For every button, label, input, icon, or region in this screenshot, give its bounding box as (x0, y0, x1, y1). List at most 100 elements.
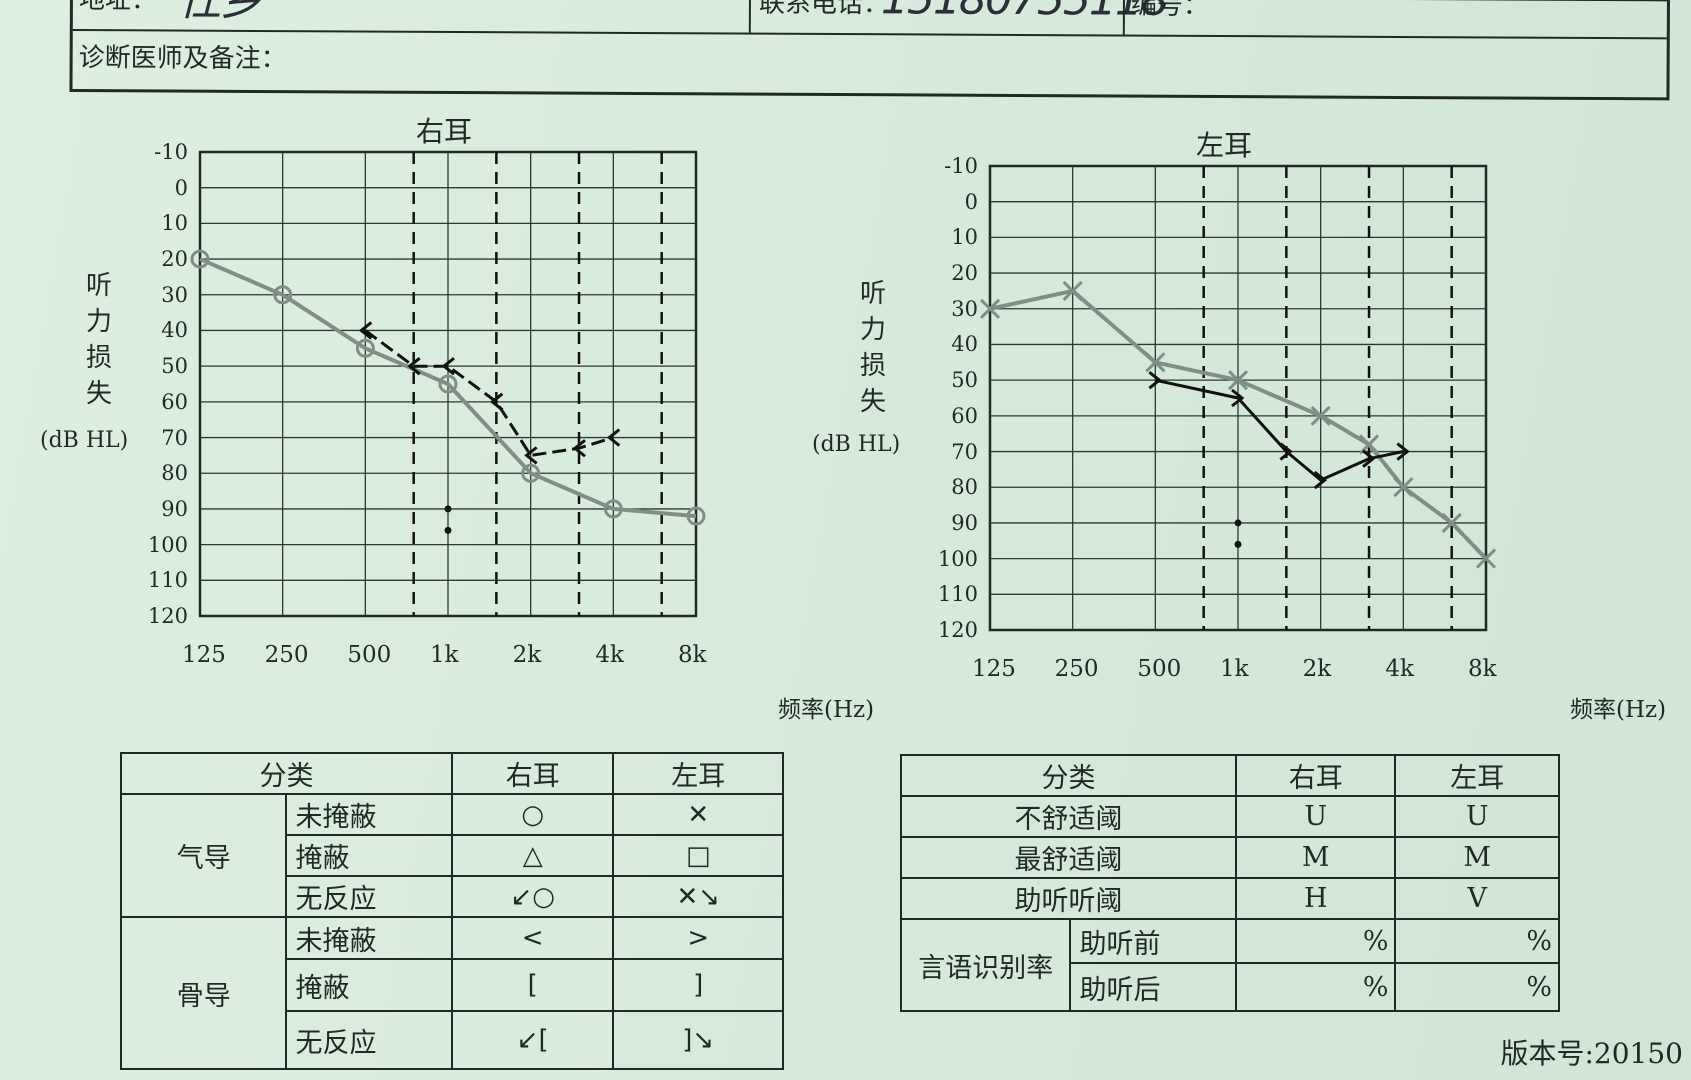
x-axis-label: 频率(Hz) (778, 697, 875, 723)
y-axis-unit: (dB HL) (812, 432, 901, 457)
data-point-bone-right (524, 446, 538, 465)
y-axis-label: 听 力 损 失 (84, 268, 114, 412)
data-point-circle (521, 463, 541, 483)
x-tick-label: 8k (1468, 656, 1497, 682)
data-point-x (1393, 477, 1414, 498)
y-tick-label: 60 (161, 389, 188, 414)
number-label: 编号： (1130, 0, 1210, 21)
y-tick-label: 90 (161, 496, 188, 521)
x-tick-label: 4k (1385, 656, 1414, 682)
y-tick-label: 80 (951, 475, 978, 500)
y-tick-label: -10 (944, 154, 978, 178)
data-point-circle (190, 249, 210, 269)
x-tick-label: 2k (1302, 656, 1332, 682)
x-tick-label: 250 (1054, 656, 1099, 682)
data-point-mark (444, 505, 452, 513)
y-tick-label: 100 (147, 532, 188, 557)
data-point-mark (1234, 519, 1242, 527)
x-tick-label: 500 (347, 642, 392, 668)
right-symbol: ↙○ (450, 875, 615, 918)
x-tick-label: 125 (972, 656, 1016, 682)
y-tick-label: 50 (951, 368, 978, 393)
y-axis-label-char: 力 (85, 307, 112, 337)
data-point-circle (273, 285, 293, 305)
right-value: H (1234, 877, 1397, 920)
data-point-bone-right (606, 428, 621, 447)
data-point-x (1062, 280, 1083, 301)
left-symbol: > (612, 916, 784, 960)
y-axis-label-char: 听 (85, 271, 112, 301)
y-tick-label: -10 (154, 140, 188, 164)
data-point-bone-left (1148, 370, 1162, 390)
x-tick-label: 8k (678, 642, 707, 668)
left-value: % (1394, 918, 1560, 964)
header-left-ear: 左耳 (612, 752, 784, 795)
data-point-x (1358, 434, 1380, 455)
data-point-circle (355, 338, 375, 358)
data-point-mark (1234, 540, 1242, 548)
y-axis-label-char: 力 (859, 315, 886, 345)
row-label: 掩蔽 (285, 834, 453, 877)
threshold-table: 分类 右耳 左耳 不舒适阈 U U 最舒适阈 M M 助听听阈 H V 言语识别… (899, 754, 1560, 1012)
row-label: 掩蔽 (285, 958, 453, 1012)
data-point-x (979, 298, 1001, 319)
y-tick-label: 70 (951, 439, 978, 464)
header-right-ear: 右耳 (1234, 754, 1397, 797)
form-divider (1122, 0, 1125, 35)
y-tick-label: 70 (161, 425, 188, 450)
x-tick-label: 125 (182, 642, 226, 668)
right-ear-audiogram (190, 150, 706, 618)
data-point-bone-right (441, 356, 455, 376)
x-tick-label: 250 (264, 642, 309, 668)
series-line (364, 329, 614, 457)
y-axis-label-char: 损 (859, 351, 886, 381)
right-symbol: △ (450, 834, 615, 877)
y-axis-label-char: 听 (859, 279, 886, 309)
row-label: 助听听阈 (900, 877, 1237, 920)
series-line (199, 257, 697, 519)
data-point-x (1475, 548, 1497, 569)
left-value: V (1394, 877, 1560, 920)
header-category: 分类 (900, 754, 1237, 797)
right-symbol: ↙[ (450, 1010, 615, 1070)
x-tick-label: 2k (512, 642, 542, 668)
data-point-mark (444, 526, 452, 534)
data-point-bone-right (572, 439, 586, 458)
y-tick-label: 0 (174, 175, 188, 200)
address-label: 地址： (78, 0, 158, 16)
speech-recognition-label: 言语识别率 (899, 918, 1072, 1012)
header-form: 地址： 任乡 联系电话： 15180755118 编号： 诊断医师及备注： (69, 0, 1670, 101)
y-tick-label: 60 (951, 403, 978, 428)
y-axis-label-char: 损 (85, 343, 112, 373)
header-left-ear: 左耳 (1394, 754, 1560, 797)
group-bone-conduction: 骨导 (119, 916, 288, 1070)
right-symbol: [ (450, 958, 615, 1012)
data-point-circle (438, 374, 458, 394)
row-label: 无反应 (285, 1010, 453, 1070)
right-value: % (1234, 918, 1397, 964)
data-point-bone-left (1396, 442, 1410, 461)
data-point-bone-left (1362, 449, 1376, 468)
left-symbol: ✕ (612, 793, 784, 836)
left-ear-audiogram (979, 164, 1497, 632)
right-symbol: < (450, 916, 615, 960)
y-axis-unit: (dB HL) (40, 428, 129, 453)
form-row-divider (72, 29, 1667, 40)
data-point-bone-right (358, 321, 373, 340)
y-tick-label: 20 (161, 247, 188, 272)
header-category: 分类 (120, 752, 453, 795)
data-point-x (1145, 352, 1166, 373)
y-axis-label: 听 力 损 失 (858, 276, 888, 420)
y-tick-label: 50 (161, 354, 188, 379)
row-label: 最舒适阈 (900, 836, 1237, 879)
left-ear-title: 左耳 (1196, 129, 1253, 162)
y-tick-label: 10 (951, 225, 978, 250)
address-value: 任乡 (177, 0, 263, 27)
y-tick-label: 30 (161, 282, 188, 307)
left-symbol: ✕↘ (612, 875, 784, 918)
y-tick-label: 110 (937, 582, 978, 607)
row-label: 助听前 (1069, 918, 1237, 964)
right-ear-title: 右耳 (416, 115, 473, 148)
y-tick-label: 40 (951, 332, 978, 357)
